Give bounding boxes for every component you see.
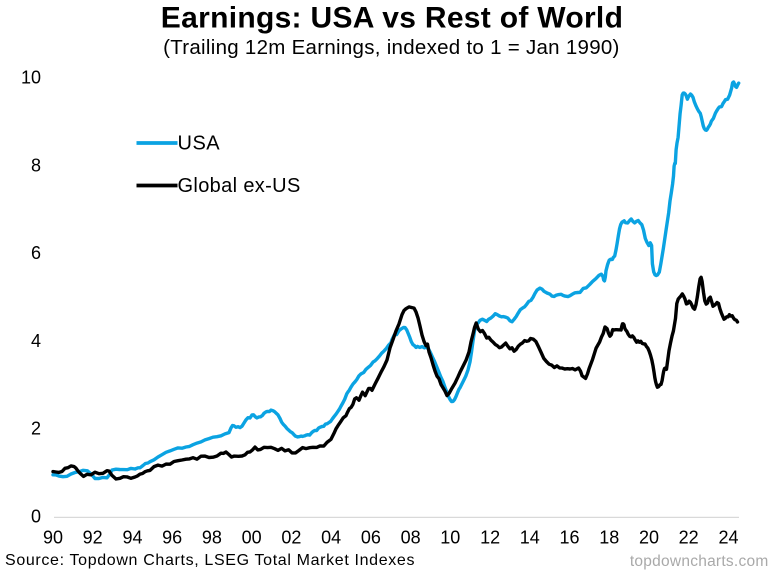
svg-text:0: 0 (31, 506, 41, 526)
svg-text:Earnings: USA vs Rest of World: Earnings: USA vs Rest of World (161, 2, 623, 35)
svg-text:18: 18 (599, 528, 619, 548)
svg-text:USA: USA (178, 132, 221, 154)
svg-text:06: 06 (361, 528, 381, 548)
svg-text:96: 96 (162, 528, 182, 548)
svg-text:10: 10 (440, 528, 460, 548)
svg-text:24: 24 (718, 528, 738, 548)
svg-text:00: 00 (242, 528, 262, 548)
svg-text:14: 14 (520, 528, 540, 548)
svg-text:6: 6 (31, 243, 41, 263)
svg-text:08: 08 (401, 528, 421, 548)
svg-text:4: 4 (31, 331, 41, 351)
svg-text:92: 92 (83, 528, 103, 548)
svg-text:20: 20 (639, 528, 659, 548)
svg-text:12: 12 (480, 528, 500, 548)
svg-text:94: 94 (122, 528, 142, 548)
svg-text:Source: Topdown Charts, LSEG T: Source: Topdown Charts, LSEG Total Marke… (5, 552, 415, 569)
svg-text:2: 2 (31, 419, 41, 439)
svg-text:02: 02 (281, 528, 301, 548)
svg-text:90: 90 (43, 528, 63, 548)
svg-text:04: 04 (321, 528, 341, 548)
svg-text:topdowncharts.com: topdowncharts.com (630, 553, 769, 570)
svg-text:(Trailing 12m Earnings, indexe: (Trailing 12m Earnings, indexed to 1 = J… (163, 36, 620, 59)
svg-text:10: 10 (21, 68, 41, 88)
svg-text:16: 16 (559, 528, 579, 548)
svg-text:Global ex-US: Global ex-US (178, 175, 301, 197)
svg-text:98: 98 (202, 528, 222, 548)
svg-text:8: 8 (31, 155, 41, 175)
svg-text:22: 22 (679, 528, 699, 548)
